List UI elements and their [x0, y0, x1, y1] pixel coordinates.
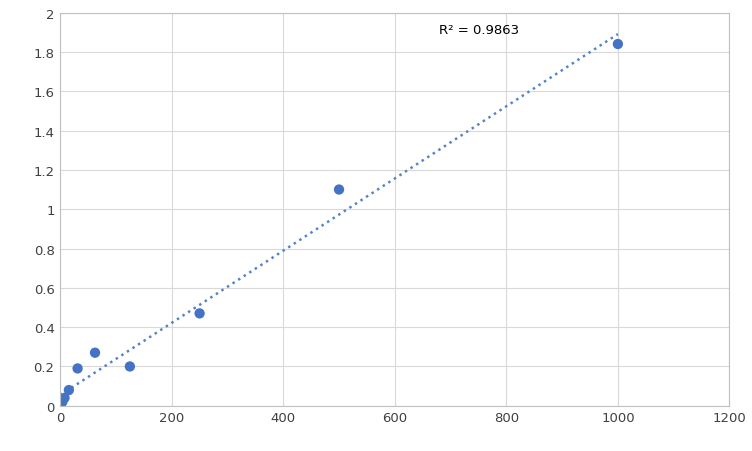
Point [56, 398, 68, 405]
Point [333, 187, 345, 194]
Point [193, 310, 205, 318]
Point [54, 402, 66, 410]
Point [63, 387, 75, 394]
Point [124, 363, 136, 370]
Point [89, 350, 101, 357]
Point [612, 41, 624, 49]
Point [71, 365, 83, 372]
Text: R² = 0.9863: R² = 0.9863 [439, 24, 520, 37]
Point [59, 395, 71, 402]
